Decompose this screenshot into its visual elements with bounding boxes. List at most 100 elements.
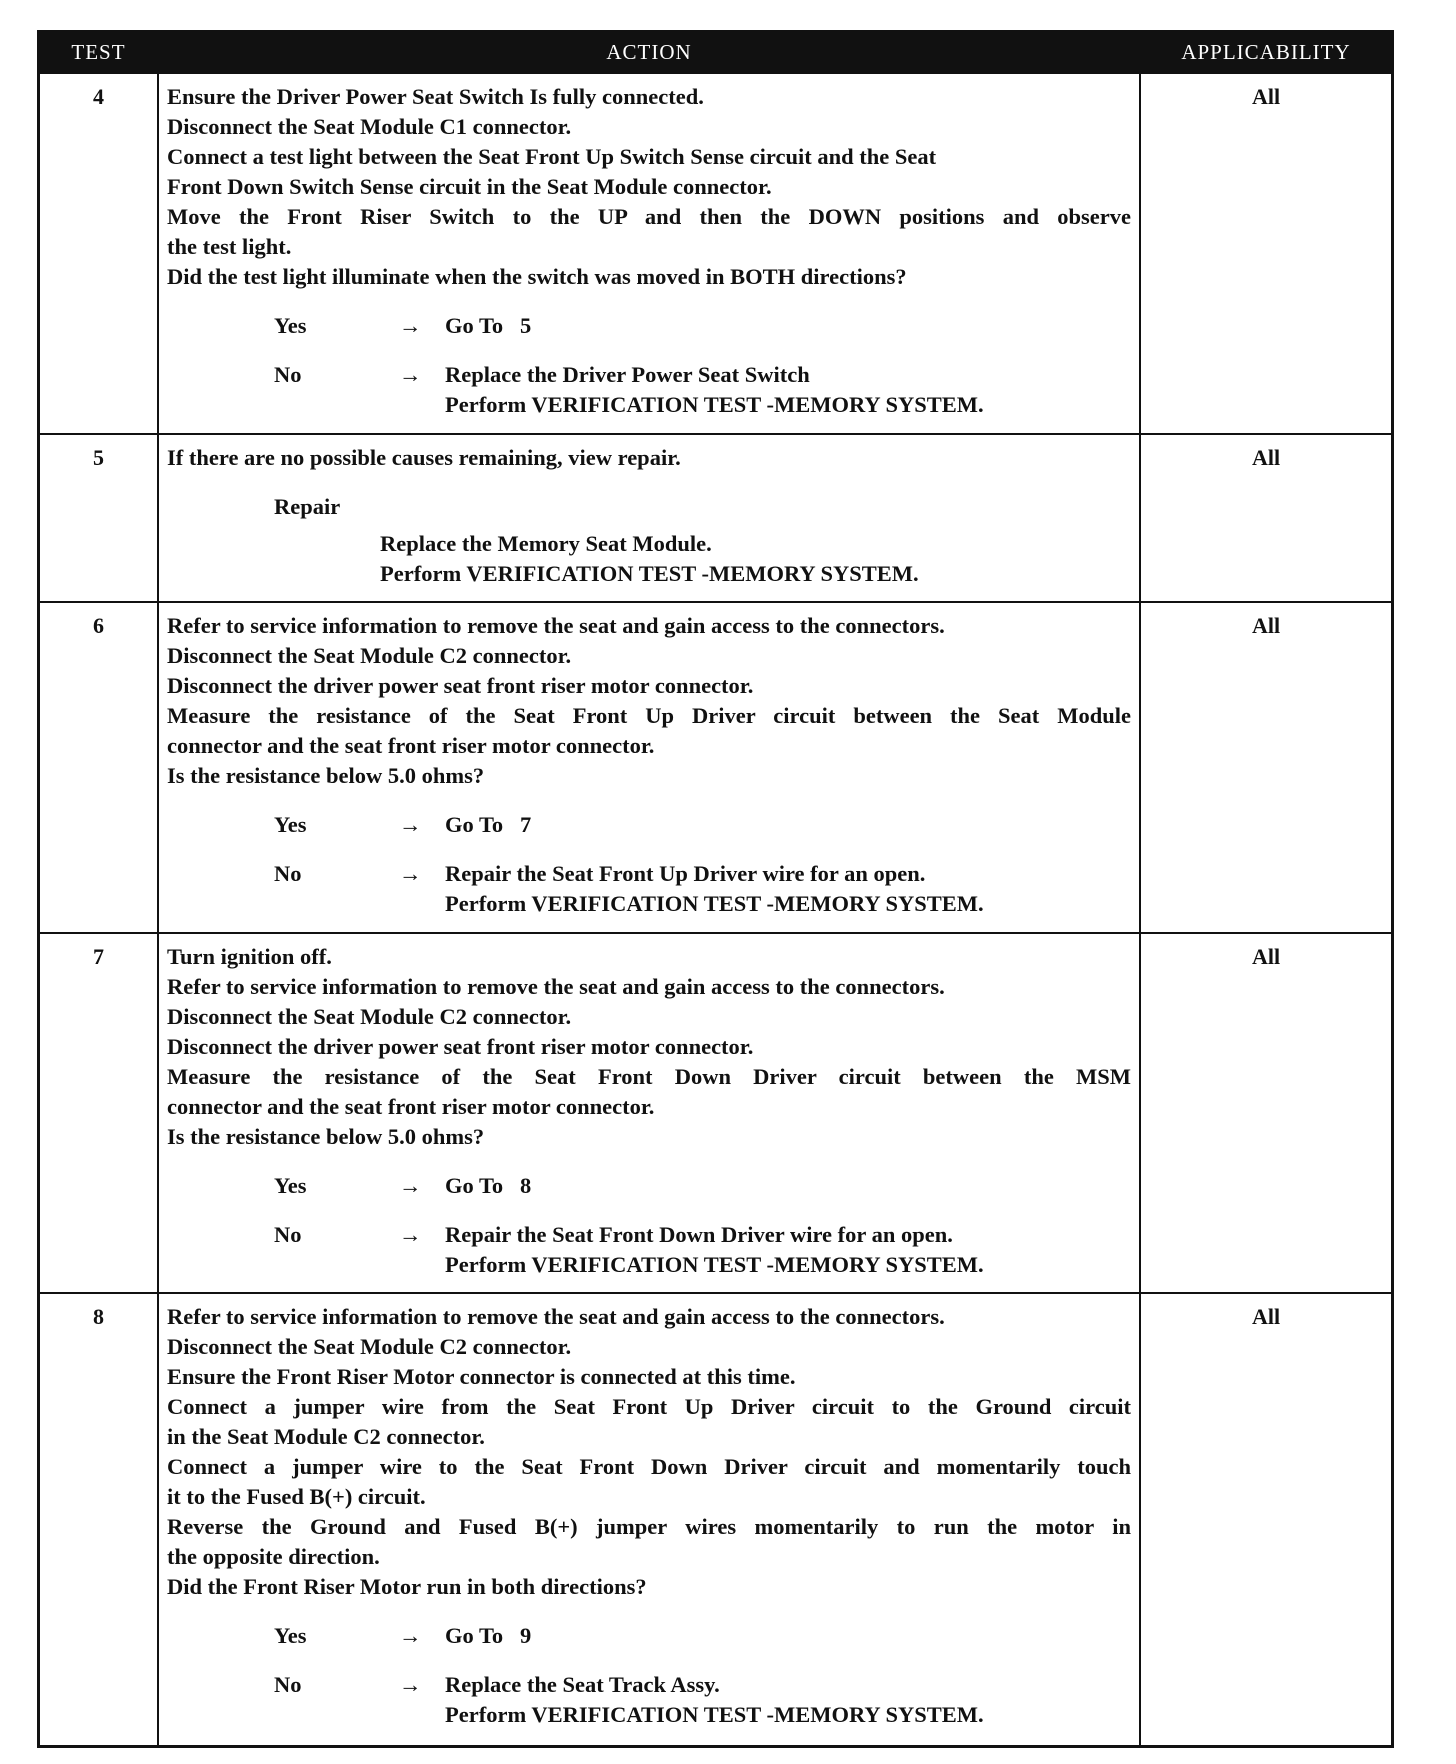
answer-no: No → Repair the Seat Front Down Driver wir… <box>167 1220 1131 1280</box>
answer-result: Repair the Seat Front Down Driver wire f… <box>445 1220 984 1280</box>
action-line: Is the resistance below 5.0 ohms? <box>167 1124 485 1149</box>
action-line: connector and the seat front riser motor… <box>167 733 655 758</box>
header-test: TEST <box>71 40 126 64</box>
answer-label: No <box>274 1222 302 1247</box>
action-cell: Ensure the Driver Power Seat Switch Is f… <box>157 74 1141 433</box>
action-line: Disconnect the Seat Module C2 connector. <box>167 643 572 668</box>
table-row: 8 Refer to service information to remove … <box>40 1292 1391 1745</box>
answer-result: Repair the Seat Front Up Driver wire for… <box>445 859 984 919</box>
answer-result: Go To 8 <box>445 1171 531 1201</box>
action-line: If there are no possible causes remainin… <box>167 445 681 470</box>
arrow-icon: → <box>399 313 422 338</box>
arrow-icon: → <box>399 1173 422 1198</box>
result-line: Repair the Seat Front Down Driver wire f… <box>445 1222 953 1247</box>
answer-label: No <box>274 861 302 886</box>
arrow-icon: → <box>399 1672 422 1697</box>
action-line: Disconnect the driver power seat front r… <box>167 673 754 698</box>
action-line: Reverse the Ground and Fused B(+) jumper… <box>167 1514 1131 1539</box>
result-line: Go To 9 <box>445 1623 532 1648</box>
action-line: Connect a test light between the Seat Fr… <box>167 144 937 169</box>
answer-result: Replace the Seat Track Assy. Perform VERI… <box>445 1670 984 1730</box>
answer-no: No → Replace the Driver Power Seat Switch P… <box>167 360 1131 420</box>
action-line: Did the Front Riser Motor run in both di… <box>167 1574 647 1599</box>
repair-line: Replace the Memory Seat Module. <box>380 531 712 556</box>
action-line: the opposite direction. <box>167 1544 380 1569</box>
result-line: Go To 8 <box>445 1173 532 1198</box>
action-line: Is the resistance below 5.0 ohms? <box>167 763 485 788</box>
repair-label: Repair <box>274 494 341 519</box>
answer-result: Replace the Driver Power Seat Switch Perf… <box>445 360 984 420</box>
table-header: TEST ACTION APPLICABILITY <box>40 33 1391 72</box>
applicability: All <box>1251 445 1281 470</box>
arrow-icon: → <box>399 861 422 886</box>
answer-label: Yes <box>274 313 307 338</box>
action-line: connector and the seat front riser motor… <box>167 1094 655 1119</box>
repair-steps: Replace the Memory Seat Module. Perform V… <box>274 529 1131 589</box>
diagnostic-test-table: TEST ACTION APPLICABILITY 4 Ensure the Dr… <box>37 30 1394 1748</box>
test-number: 8 <box>93 1304 104 1329</box>
answer-no: No → Repair the Seat Front Up Driver wire … <box>167 859 1131 919</box>
answer-label: No <box>274 1672 302 1697</box>
table-row: 7 Turn ignition off. Refer to service info… <box>40 932 1391 1292</box>
applicability: All <box>1251 84 1281 109</box>
table-row: 6 Refer to service information to remove … <box>40 601 1391 932</box>
result-line: Perform VERIFICATION TEST -MEMORY SYSTEM… <box>445 891 984 916</box>
answer-yes: Yes → Go To 8 <box>167 1171 1131 1201</box>
answer-label: Yes <box>274 812 307 837</box>
result-line: Perform VERIFICATION TEST -MEMORY SYSTEM… <box>445 1252 984 1277</box>
table-row: 5 If there are no possible causes remaini… <box>40 433 1391 601</box>
arrow-icon: → <box>399 1222 422 1247</box>
answer-result: Go To 5 <box>445 311 531 341</box>
test-number: 6 <box>93 613 104 638</box>
answer-label: No <box>274 362 302 387</box>
answer-label: Yes <box>274 1623 307 1648</box>
applicability: All <box>1251 1304 1281 1329</box>
test-number: 4 <box>93 84 104 109</box>
header-applicability: APPLICABILITY <box>1181 40 1351 64</box>
action-line: Disconnect the driver power seat front r… <box>167 1034 754 1059</box>
action-line: Refer to service information to remove t… <box>167 1304 945 1329</box>
action-line: Ensure the Front Riser Motor connector i… <box>167 1364 796 1389</box>
answer-result: Go To 9 <box>445 1621 531 1651</box>
result-line: Go To 7 <box>445 812 532 837</box>
action-line: Refer to service information to remove t… <box>167 613 945 638</box>
result-line: Repair the Seat Front Up Driver wire for… <box>445 861 926 886</box>
action-line: Disconnect the Seat Module C1 connector. <box>167 114 572 139</box>
answer-result: Go To 7 <box>445 810 531 840</box>
applicability: All <box>1251 613 1281 638</box>
arrow-icon: → <box>399 812 422 837</box>
action-line: Turn ignition off. <box>167 944 332 969</box>
answer-yes: Yes → Go To 9 <box>167 1621 1131 1651</box>
action-line: Disconnect the Seat Module C2 connector. <box>167 1004 572 1029</box>
action-cell: If there are no possible causes remainin… <box>157 435 1141 601</box>
action-cell: Refer to service information to remove t… <box>157 1294 1141 1745</box>
action-line: Front Down Switch Sense circuit in the S… <box>167 174 772 199</box>
table-row: 4 Ensure the Driver Power Seat Switch Is … <box>40 72 1391 433</box>
action-line: Measure the resistance of the Seat Front… <box>167 1064 1131 1089</box>
arrow-icon: → <box>399 362 422 387</box>
action-line: Connect a jumper wire from the Seat Fron… <box>167 1394 1131 1419</box>
arrow-icon: → <box>399 1623 422 1648</box>
result-line: Go To 5 <box>445 313 532 338</box>
action-line: it to the Fused B(+) circuit. <box>167 1484 426 1509</box>
result-line: Replace the Seat Track Assy. <box>445 1672 720 1697</box>
action-line: Move the Front Riser Switch to the UP an… <box>167 204 1131 229</box>
action-line: Disconnect the Seat Module C2 connector. <box>167 1334 572 1359</box>
answer-label: Yes <box>274 1173 307 1198</box>
action-line: in the Seat Module C2 connector. <box>167 1424 485 1449</box>
action-line: Did the test light illuminate when the s… <box>167 264 907 289</box>
answer-yes: Yes → Go To 7 <box>167 810 1131 840</box>
result-line: Perform VERIFICATION TEST -MEMORY SYSTEM… <box>445 1702 984 1727</box>
action-line: Refer to service information to remove t… <box>167 974 945 999</box>
action-cell: Refer to service information to remove t… <box>157 603 1141 932</box>
result-line: Perform VERIFICATION TEST -MEMORY SYSTEM… <box>445 392 984 417</box>
header-action: ACTION <box>606 40 692 64</box>
test-number: 7 <box>93 944 104 969</box>
action-line: Ensure the Driver Power Seat Switch Is f… <box>167 84 704 109</box>
action-line: the test light. <box>167 234 292 259</box>
repair-block: Repair Replace the Memory Seat Module. Per… <box>167 492 1131 589</box>
answer-no: No → Replace the Seat Track Assy. Perform V… <box>167 1670 1131 1730</box>
action-line: Measure the resistance of the Seat Front… <box>167 703 1131 728</box>
answer-yes: Yes → Go To 5 <box>167 311 1131 341</box>
repair-line: Perform VERIFICATION TEST -MEMORY SYSTEM… <box>380 561 919 586</box>
